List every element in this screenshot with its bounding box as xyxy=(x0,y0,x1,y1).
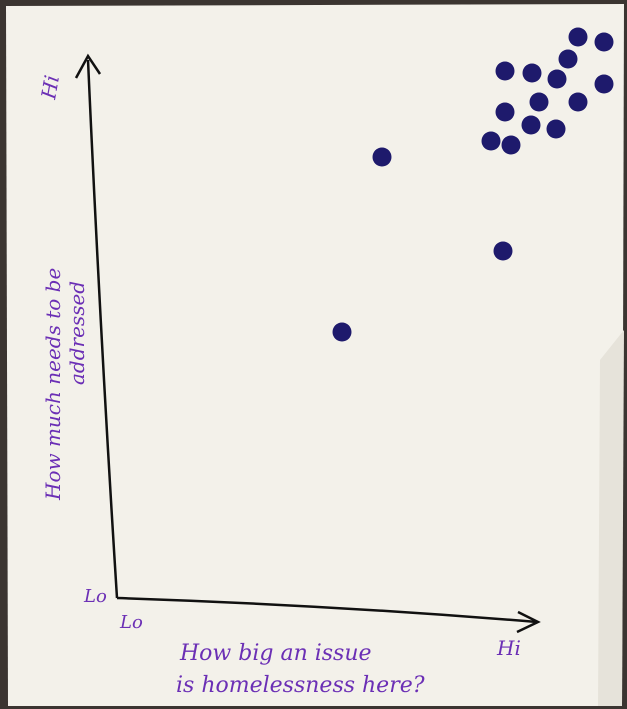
dot xyxy=(546,119,566,139)
x-title: is homelessness here? xyxy=(176,673,425,698)
x-low-label: Lo xyxy=(119,612,143,633)
dot xyxy=(372,147,392,167)
x-arrow xyxy=(516,610,541,634)
y-axis xyxy=(86,59,119,599)
y-title: How much needs to be xyxy=(41,268,65,501)
dot xyxy=(495,102,515,122)
y-high-label: Hi xyxy=(36,73,64,102)
dot xyxy=(529,92,549,112)
x-title: How big an issue xyxy=(179,641,372,666)
dot xyxy=(558,49,578,69)
dot xyxy=(501,135,521,155)
dot xyxy=(568,92,588,112)
x-axis xyxy=(116,596,538,624)
dot xyxy=(481,131,501,151)
dot xyxy=(521,115,541,135)
dot xyxy=(594,32,614,52)
y-low-label: Lo xyxy=(83,586,107,607)
y-arrow xyxy=(74,53,102,79)
dot xyxy=(493,241,513,261)
vote-dots xyxy=(332,27,614,342)
x-high-label: Hi xyxy=(496,636,521,660)
paper xyxy=(6,4,624,706)
dot xyxy=(547,69,567,89)
dot xyxy=(568,27,588,47)
dot xyxy=(495,61,515,81)
dot xyxy=(522,63,542,83)
y-title: addressed xyxy=(65,281,89,385)
dot xyxy=(332,322,352,342)
dot xyxy=(594,74,614,94)
paper-shadow xyxy=(598,330,624,706)
